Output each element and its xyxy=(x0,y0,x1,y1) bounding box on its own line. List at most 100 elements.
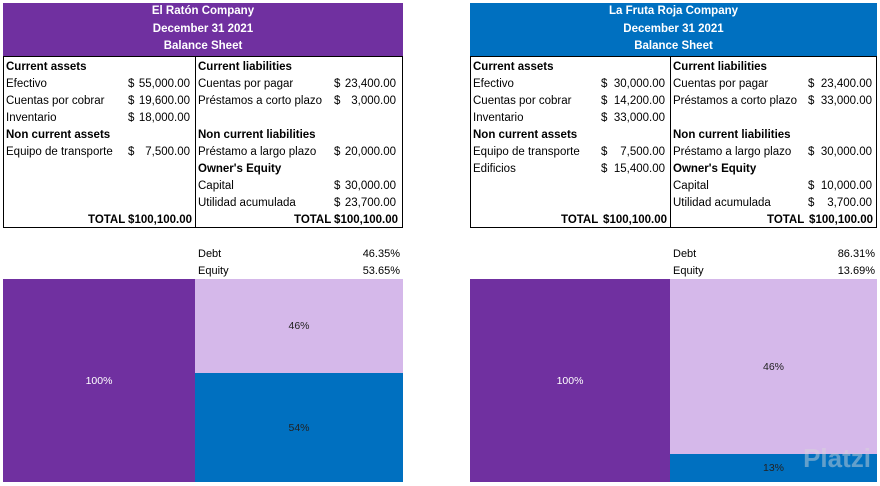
right-assets-block: 100% xyxy=(470,279,670,482)
right-assets-label: 100% xyxy=(556,374,584,387)
left-equity-chart-label: 54% xyxy=(288,421,310,434)
left-asset-amount: 19,600.00 xyxy=(138,95,190,107)
right-equity-block: 13% xyxy=(670,454,877,482)
left-asset-label: Efectivo xyxy=(6,78,47,90)
left-current-liabilities-title: Current liabilities xyxy=(198,61,292,73)
left-asset-amount: 55,000.00 xyxy=(138,78,190,90)
right-asset-currency: $ xyxy=(601,163,608,175)
left-equity-ratio: 53.65% xyxy=(362,265,400,277)
right-equity-amount: 10,000.00 xyxy=(820,180,872,192)
left-debt-chart-label: 46% xyxy=(288,320,310,332)
left-liability-currency: $ xyxy=(334,78,341,90)
right-assets-total-label: TOTAL xyxy=(561,214,599,226)
left-liability-label: Préstamos a corto plazo xyxy=(198,95,323,107)
right-balance-sheet: Current assets Efectivo $ 30,000.00 Cuen… xyxy=(470,56,877,228)
right-liability-amount: 23,400.00 xyxy=(820,78,872,90)
left-equity-label: Equity xyxy=(198,265,229,277)
left-current-assets-title: Current assets xyxy=(6,61,87,73)
left-equity-currency: $ xyxy=(334,197,341,209)
right-liability-label: Cuentas por pagar xyxy=(673,78,769,90)
right-debt-chart-label: 46% xyxy=(762,360,784,373)
right-asset-currency: $ xyxy=(601,112,608,124)
left-liabilities-total-label: TOTAL xyxy=(294,214,332,226)
left-asset-currency: $ xyxy=(128,95,135,107)
left-noncurrent-assets-title: Non current assets xyxy=(6,129,111,141)
right-liability-currency: $ xyxy=(808,78,815,90)
left-assets-label: 100% xyxy=(85,374,113,387)
right-equity-label: Utilidad acumulada xyxy=(673,197,771,209)
right-equity-amount: 3,700.00 xyxy=(827,197,872,209)
right-asset-amount: 7,500.00 xyxy=(620,146,665,158)
right-liabilities-total: $100,100.00 xyxy=(809,214,873,226)
platzi-watermark: Platzi xyxy=(803,443,871,473)
right-equity-currency: $ xyxy=(808,180,815,192)
right-asset-currency: $ xyxy=(601,95,608,107)
left-noncurrent-liabilities-title: Non current liabilities xyxy=(198,129,316,141)
left-assets-block: 100% xyxy=(3,279,195,482)
left-equity-title: Owner's Equity xyxy=(198,163,282,175)
right-liabilities-total-label: TOTAL xyxy=(767,214,805,226)
left-assets-total-label: TOTAL xyxy=(88,214,126,226)
left-date: December 31 2021 xyxy=(152,22,254,35)
right-equity-title: Owner's Equity xyxy=(673,163,757,175)
left-asset-label: Equipo de transporte xyxy=(6,146,113,158)
left-equity-block: 54% xyxy=(195,373,403,482)
left-debt-ratio: 46.35% xyxy=(362,248,400,260)
right-equity-currency: $ xyxy=(808,197,815,209)
right-liability-amount: 33,000.00 xyxy=(820,95,872,107)
right-debt-ratio: 86.31% xyxy=(837,248,875,260)
left-balance-sheet: Current assets Efectivo $ 55,000.00 Cuen… xyxy=(3,56,403,228)
left-liability-amount: 3,000.00 xyxy=(351,95,396,107)
left-header: El Ratón Company December 31 2021 Balanc… xyxy=(3,3,403,56)
right-company-name: La Fruta Roja Company xyxy=(608,5,739,17)
right-date: December 31 2021 xyxy=(623,22,724,35)
left-liability-currency: $ xyxy=(334,95,341,107)
left-equity-label: Utilidad acumulada xyxy=(198,197,296,209)
right-asset-label: Efectivo xyxy=(473,78,514,90)
left-liability-label: Cuentas por pagar xyxy=(198,78,294,90)
right-noncurrent-liabilities-title: Non current liabilities xyxy=(673,129,791,141)
right-debt-block: 46% xyxy=(670,279,877,454)
left-debt-label: Debt xyxy=(198,248,222,260)
right-current-assets-title: Current assets xyxy=(473,61,554,73)
left-equity-amount: 23,700.00 xyxy=(344,197,396,209)
right-sheet-title: Balance Sheet xyxy=(634,40,713,52)
right-asset-amount: 33,000.00 xyxy=(613,112,665,124)
right-liability-currency: $ xyxy=(808,95,815,107)
right-asset-currency: $ xyxy=(601,78,608,90)
left-asset-amount: 18,000.00 xyxy=(138,112,190,124)
right-equity-label: Capital xyxy=(673,180,709,192)
right-liability-label: Préstamos a corto plazo xyxy=(673,95,798,107)
left-asset-amount: 7,500.00 xyxy=(145,146,190,158)
left-liability-amount: 20,000.00 xyxy=(344,146,396,158)
right-debt-label: Debt xyxy=(673,248,697,260)
right-balance-chart: 100% 46% 13% Platzi xyxy=(470,279,877,482)
right-liability-currency: $ xyxy=(808,146,815,158)
right-equity-chart-label: 13% xyxy=(762,462,784,474)
right-asset-label: Edificios xyxy=(473,163,516,175)
left-asset-currency: $ xyxy=(128,146,135,158)
right-liability-amount: 30,000.00 xyxy=(820,146,872,158)
left-liabilities-total: $100,100.00 xyxy=(334,214,398,226)
left-equity-currency: $ xyxy=(334,180,341,192)
right-asset-amount: 14,200.00 xyxy=(613,95,665,107)
right-asset-amount: 30,000.00 xyxy=(613,78,665,90)
right-header: La Fruta Roja Company December 31 2021 B… xyxy=(470,3,877,56)
right-noncurrent-assets-title: Non current assets xyxy=(473,129,578,141)
right-asset-amount: 15,400.00 xyxy=(613,163,665,175)
right-equity-ratio: 13.69% xyxy=(837,265,875,277)
left-asset-currency: $ xyxy=(128,112,135,124)
left-company-name: El Ratón Company xyxy=(151,5,255,17)
right-asset-label: Cuentas por cobrar xyxy=(473,95,572,107)
left-liability-currency: $ xyxy=(334,146,341,158)
right-equity-label: Equity xyxy=(673,265,704,277)
left-asset-currency: $ xyxy=(128,78,135,90)
right-asset-label: Inventario xyxy=(473,112,524,124)
left-asset-label: Cuentas por cobrar xyxy=(6,95,105,107)
left-asset-label: Inventario xyxy=(6,112,57,124)
left-liability-label: Préstamo a largo plazo xyxy=(198,146,317,158)
left-equity-amount: 30,000.00 xyxy=(344,180,396,192)
right-asset-label: Equipo de transporte xyxy=(473,146,580,158)
left-assets-total: $100,100.00 xyxy=(128,214,192,226)
left-equity-label: Capital xyxy=(198,180,234,192)
